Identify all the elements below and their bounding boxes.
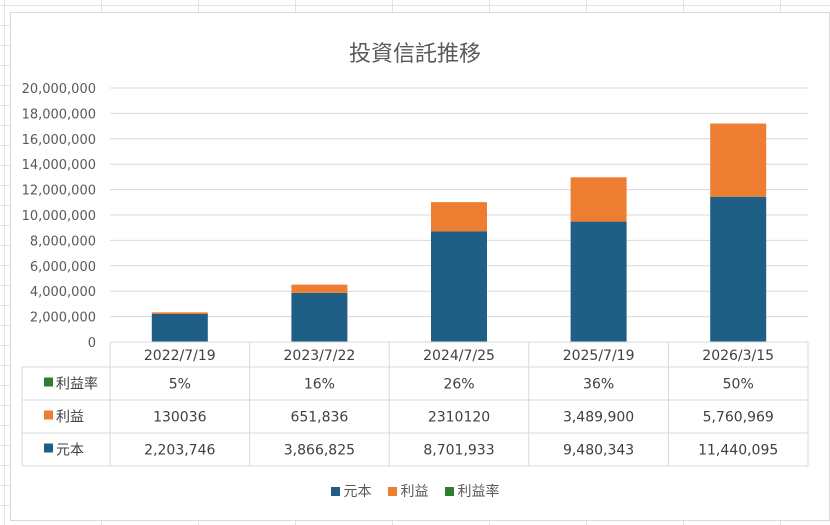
table-cell: 36%: [583, 377, 614, 393]
y-tick-label: 6,000,000: [30, 260, 96, 275]
bar-genpon: [291, 292, 348, 342]
table-cell: 16%: [304, 377, 335, 393]
table-row-label: 元本: [56, 443, 84, 459]
table-row-swatch: [44, 377, 53, 387]
table-cell: 130036: [153, 410, 207, 426]
x-tick-label: 2025/7/19: [563, 348, 635, 364]
y-tick-label: 4,000,000: [30, 285, 96, 300]
y-tick-label: 14,000,000: [22, 158, 96, 173]
legend-item-rieki: 利益: [387, 481, 429, 501]
x-tick-label: 2022/7/19: [144, 348, 216, 364]
table-row-label: 利益: [56, 410, 84, 426]
bar-genpon: [431, 231, 487, 342]
y-tick-label: 10,000,000: [22, 209, 96, 224]
table-cell: 3,489,900: [563, 410, 634, 426]
table-row-swatch: [44, 410, 53, 420]
x-tick-label: 2026/3/15: [702, 348, 774, 364]
bar-rieki: [710, 123, 767, 197]
bar-genpon: [151, 314, 208, 342]
table-cell: 5,760,969: [703, 410, 774, 426]
bar-rieki: [151, 312, 208, 315]
table-cell: 8,701,933: [423, 443, 494, 459]
chart-title: 投資信託推移: [348, 42, 481, 67]
y-tick-label: 20,000,000: [22, 82, 96, 97]
table-cell: 651,836: [290, 410, 348, 426]
y-tick-label: 16,000,000: [22, 133, 96, 148]
y-tick-label: 0: [88, 336, 96, 351]
table-cell: 2,203,746: [144, 443, 215, 459]
table-cell: 5%: [169, 377, 191, 393]
table-cell: 26%: [443, 377, 474, 393]
y-tick-label: 8,000,000: [30, 234, 96, 249]
table-row-label: 利益率: [56, 376, 98, 393]
table-cell: 3,866,825: [284, 443, 355, 459]
bar-genpon: [570, 221, 627, 342]
legend-swatch-riekiritsu: [444, 486, 454, 496]
legend-label-riekiritsu: 利益率: [457, 484, 500, 500]
legend-swatch-genpon: [330, 486, 340, 496]
bar-rieki: [570, 177, 627, 222]
legend-label-rieki: 利益: [400, 484, 429, 500]
bar-rieki: [431, 202, 487, 232]
bar-rieki: [291, 284, 348, 293]
legend-item-genpon: 元本: [330, 481, 372, 501]
table-cell: 9,480,343: [563, 443, 634, 459]
chart-area[interactable]: [10, 12, 830, 521]
table-row-swatch: [44, 443, 53, 453]
x-tick-label: 2023/7/22: [284, 348, 356, 364]
y-tick-label: 18,000,000: [22, 107, 96, 122]
legend-swatch-rieki: [387, 486, 397, 496]
y-tick-label: 2,000,000: [30, 311, 96, 326]
legend: 元本 利益 利益率: [0, 481, 830, 501]
table-cell: 2310120: [428, 410, 490, 426]
table-cell: 11,440,095: [698, 443, 778, 459]
bar-genpon: [710, 196, 767, 342]
legend-item-riekiritsu: 利益率: [444, 481, 500, 501]
table-cell: 50%: [723, 377, 754, 393]
y-tick-label: 12,000,000: [22, 184, 96, 199]
legend-label-genpon: 元本: [343, 484, 372, 500]
x-tick-label: 2024/7/25: [423, 348, 495, 364]
